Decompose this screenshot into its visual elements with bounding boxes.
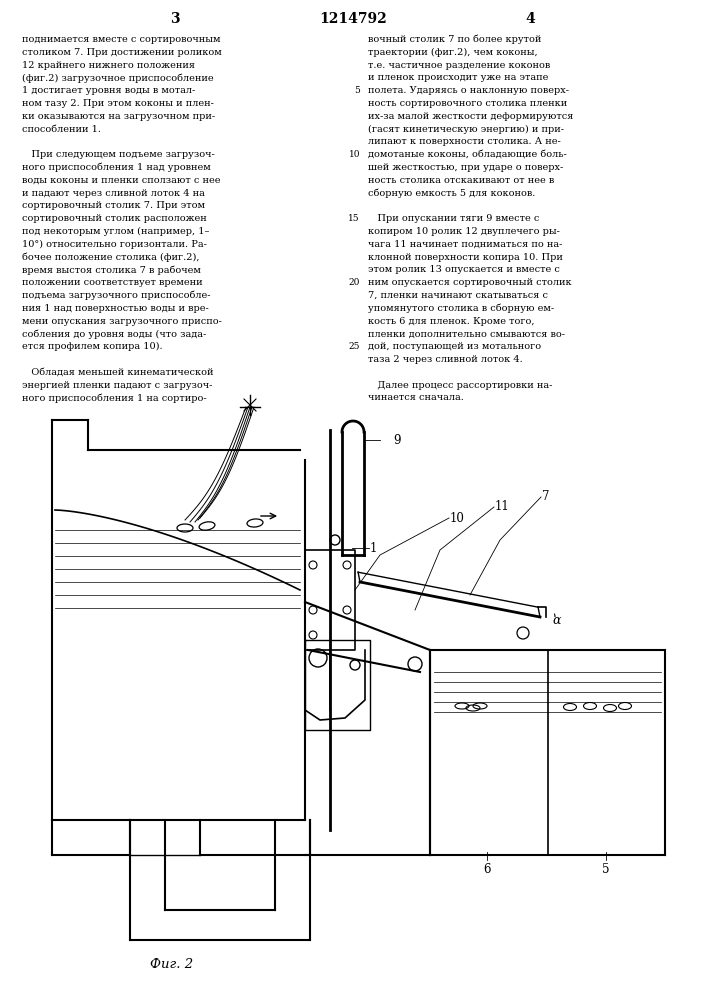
Text: Далее процесс рассортировки на-: Далее процесс рассортировки на- [368,381,552,390]
Text: ки оказываются на загрузочном при-: ки оказываются на загрузочном при- [22,112,215,121]
Text: 15: 15 [349,214,360,223]
Text: бочее положение столика (фиг.2),: бочее положение столика (фиг.2), [22,253,199,262]
Text: полета. Ударяясь о наклонную поверх-: полета. Ударяясь о наклонную поверх- [368,86,569,95]
Text: т.е. частичное разделение коконов: т.е. частичное разделение коконов [368,61,550,70]
Text: сборную емкость 5 для коконов.: сборную емкость 5 для коконов. [368,189,535,198]
Text: мени опускания загрузочного приспо-: мени опускания загрузочного приспо- [22,317,222,326]
Text: время выстоя столика 7 в рабочем: время выстоя столика 7 в рабочем [22,265,201,275]
Text: 3: 3 [170,12,180,26]
Text: 11: 11 [495,500,510,514]
Text: 10: 10 [450,512,465,524]
Text: 12 крайнего нижнего положения: 12 крайнего нижнего положения [22,61,195,70]
Text: ним опускается сортировочный столик: ним опускается сортировочный столик [368,278,572,287]
Circle shape [350,660,360,670]
Text: 1214792: 1214792 [319,12,387,26]
Text: 9: 9 [393,434,400,446]
Text: 25: 25 [349,342,360,351]
Text: вочный столик 7 по более крутой: вочный столик 7 по более крутой [368,35,542,44]
Text: ного приспособления 1 над уровнем: ного приспособления 1 над уровнем [22,163,211,172]
Text: При следующем подъеме загрузоч-: При следующем подъеме загрузоч- [22,150,215,159]
Text: подъема загрузочного приспособле-: подъема загрузочного приспособле- [22,291,211,300]
Text: способлении 1.: способлении 1. [22,125,101,134]
Text: и пленок происходит уже на этапе: и пленок происходит уже на этапе [368,73,549,82]
Text: 4: 4 [525,12,535,26]
Text: поднимается вместе с сортировочным: поднимается вместе с сортировочным [22,35,221,44]
Text: 10: 10 [349,150,360,159]
Text: 7, пленки начинают скатываться с: 7, пленки начинают скатываться с [368,291,548,300]
Text: сортировочный столик 7. При этом: сортировочный столик 7. При этом [22,201,205,210]
Text: 20: 20 [349,278,360,287]
Text: шей жесткостью, при ударе о поверх-: шей жесткостью, при ударе о поверх- [368,163,563,172]
Text: (фиг.2) загрузочное приспособление: (фиг.2) загрузочное приспособление [22,73,214,83]
Text: воды коконы и пленки сползают с нее: воды коконы и пленки сползают с нее [22,176,221,185]
Text: При опускании тяги 9 вместе с: При опускании тяги 9 вместе с [368,214,539,223]
Text: положении соответствует времени: положении соответствует времени [22,278,203,287]
Text: столиком 7. При достижении роликом: столиком 7. При достижении роликом [22,48,222,57]
Text: ния 1 над поверхностью воды и вре-: ния 1 над поверхностью воды и вре- [22,304,209,313]
Text: сортировочный столик расположен: сортировочный столик расположен [22,214,206,223]
Text: 6: 6 [484,863,491,876]
Text: под некоторым углом (например, 1–: под некоторым углом (например, 1– [22,227,209,236]
Text: ного приспособления 1 на сортиро-: ного приспособления 1 на сортиро- [22,393,206,403]
Text: таза 2 через сливной лоток 4.: таза 2 через сливной лоток 4. [368,355,522,364]
Text: клонной поверхности копира 10. При: клонной поверхности копира 10. При [368,253,563,262]
Text: чага 11 начинает подниматься по на-: чага 11 начинает подниматься по на- [368,240,562,249]
Text: кость 6 для пленок. Кроме того,: кость 6 для пленок. Кроме того, [368,317,534,326]
Text: 1: 1 [370,542,378,554]
Text: и падают через сливной лоток 4 на: и падают через сливной лоток 4 на [22,189,205,198]
Text: α: α [552,613,561,626]
Text: 5: 5 [354,86,360,95]
Text: липают к поверхности столика. А не-: липают к поверхности столика. А не- [368,137,561,146]
Text: ность сортировочного столика пленки: ность сортировочного столика пленки [368,99,567,108]
Text: пленки дополнительно смываются во-: пленки дополнительно смываются во- [368,329,565,338]
Text: домотаные коконы, обладающие боль-: домотаные коконы, обладающие боль- [368,150,567,159]
Text: ном тазу 2. При этом коконы и плен-: ном тазу 2. При этом коконы и плен- [22,99,214,108]
Text: дой, поступающей из мотального: дой, поступающей из мотального [368,342,541,351]
Text: (гасят кинетическую энергию) и при-: (гасят кинетическую энергию) и при- [368,125,564,134]
Text: копиром 10 ролик 12 двуплечего ры-: копиром 10 ролик 12 двуплечего ры- [368,227,560,236]
Text: 7: 7 [542,490,549,504]
Text: ется профилем копира 10).: ется профилем копира 10). [22,342,163,351]
Text: Обладая меньшей кинематической: Обладая меньшей кинематической [22,368,214,377]
Text: 10°) относительно горизонтали. Ра-: 10°) относительно горизонтали. Ра- [22,240,207,249]
Text: 5: 5 [602,863,609,876]
Text: собления до уровня воды (что зада-: собления до уровня воды (что зада- [22,329,206,339]
Text: энергией пленки падают с загрузоч-: энергией пленки падают с загрузоч- [22,381,212,390]
Text: Фиг. 2: Фиг. 2 [150,958,193,971]
Text: ность столика отскакивают от нее в: ность столика отскакивают от нее в [368,176,554,185]
Text: траектории (фиг.2), чем коконы,: траектории (фиг.2), чем коконы, [368,48,537,57]
Text: 1 достигает уровня воды в мотал-: 1 достигает уровня воды в мотал- [22,86,195,95]
Text: их-за малой жесткости деформируются: их-за малой жесткости деформируются [368,112,573,121]
Text: чинается сначала.: чинается сначала. [368,393,464,402]
Text: этом ролик 13 опускается и вместе с: этом ролик 13 опускается и вместе с [368,265,560,274]
Text: упомянутого столика в сборную ем-: упомянутого столика в сборную ем- [368,304,554,313]
